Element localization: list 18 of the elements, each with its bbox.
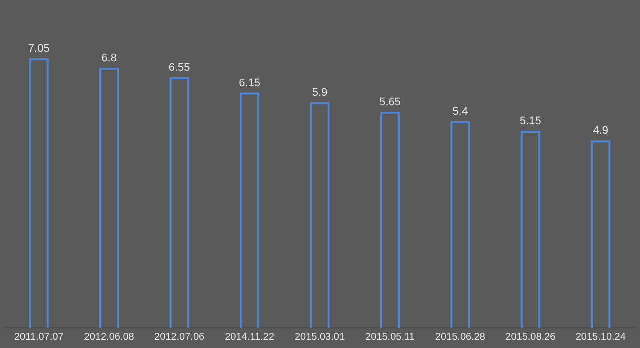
data-label: 6.8 xyxy=(102,52,117,64)
x-tick-label: 2015.03.01 xyxy=(294,332,346,343)
x-tick-label: 2015.06.28 xyxy=(435,332,486,343)
data-label: 6.55 xyxy=(168,62,190,74)
data-label: 6.15 xyxy=(239,77,260,90)
data-label: 5.9 xyxy=(312,86,328,99)
x-tick-label: 2014.11.22 xyxy=(225,332,275,343)
x-tick-label: 2015.10.24 xyxy=(576,332,626,343)
data-label: 5.15 xyxy=(520,116,542,128)
data-label: 4.9 xyxy=(593,125,609,138)
data-label: 7.05 xyxy=(28,42,50,55)
x-tick-label: 2015.08.26 xyxy=(506,332,556,343)
data-label: 5.65 xyxy=(380,96,401,108)
x-tick-label: 2012.06.08 xyxy=(84,332,135,343)
x-tick-label: 2011.07.07 xyxy=(14,332,64,343)
x-tick-label: 2012.07.06 xyxy=(154,332,206,343)
x-tick-label: 2015.05.11 xyxy=(366,332,416,343)
data-label: 5.4 xyxy=(452,106,468,118)
